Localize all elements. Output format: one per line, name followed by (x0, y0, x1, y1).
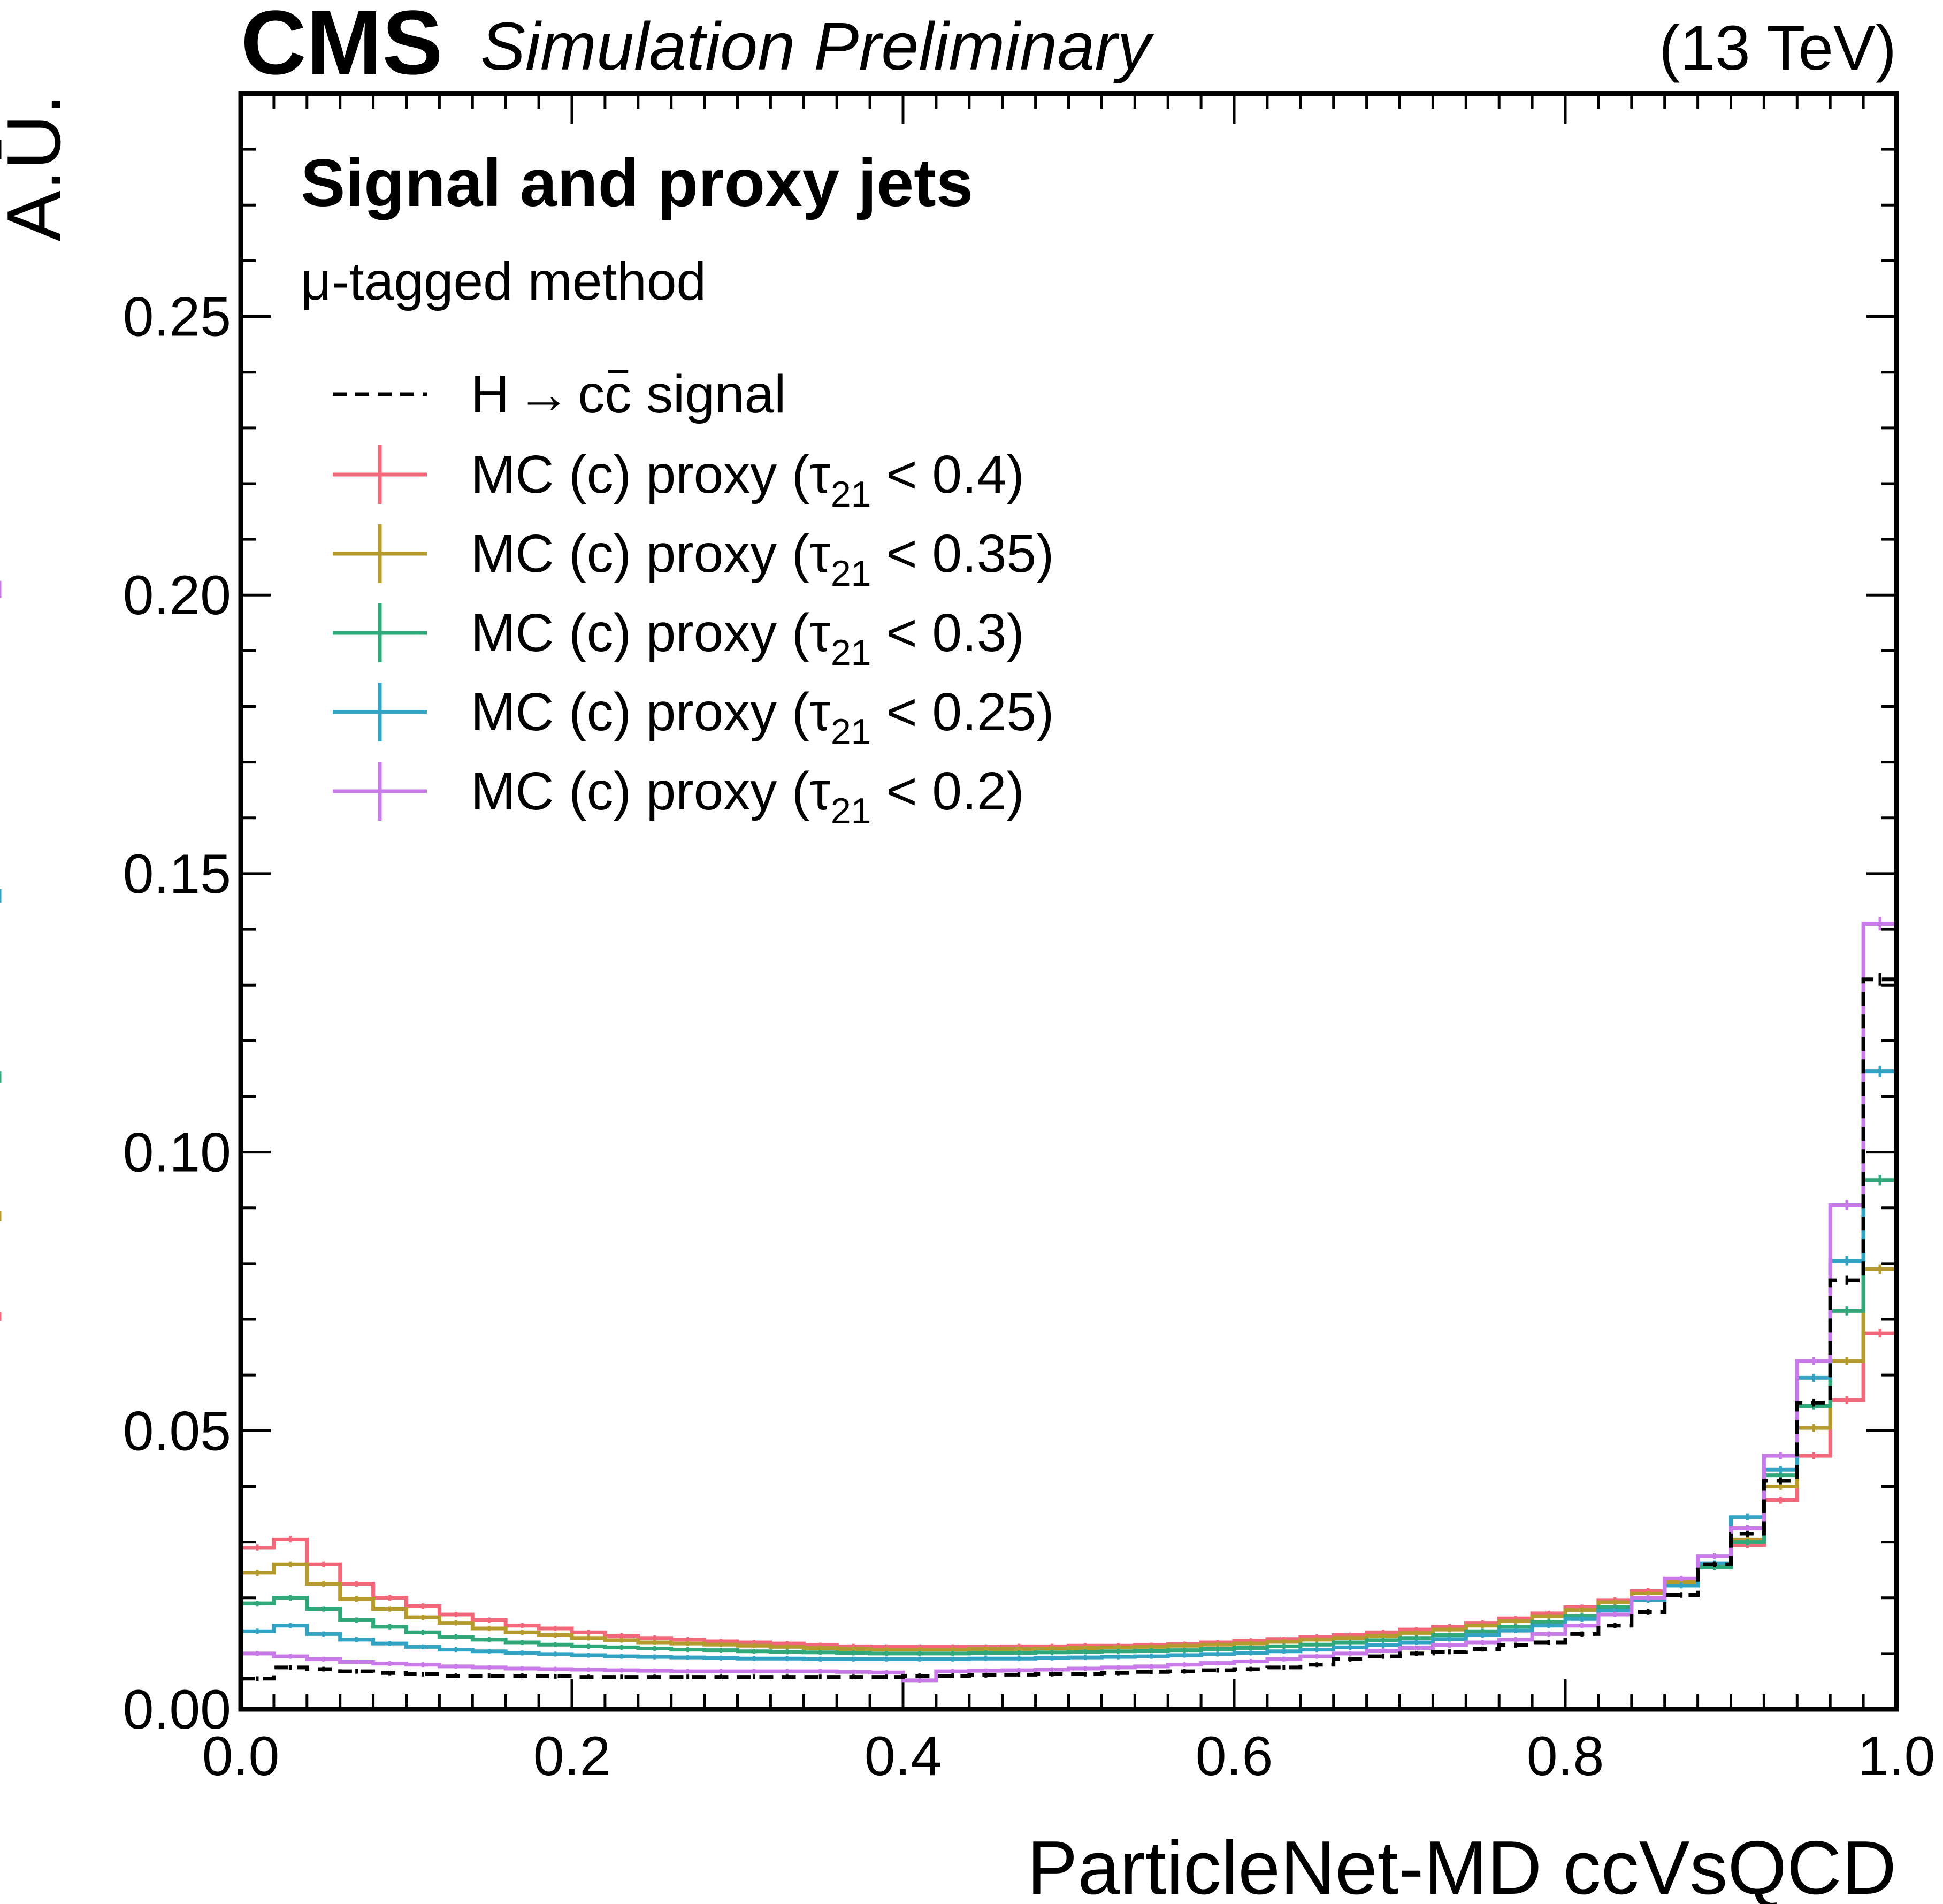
legend-item-tau_0_3: MC (c) proxy (τ21 < 0.3) (333, 603, 1024, 673)
legend-label-tau_0_25: MC (c) proxy (τ21 < 0.25) (471, 682, 1054, 752)
series-tau_0_35 (241, 1216, 1899, 1652)
legend-label-tau_0_35: MC (c) proxy (τ21 < 0.35) (471, 524, 1054, 594)
y-tick-label: 0.15 (123, 843, 231, 905)
y-tick-label: 0.25 (123, 286, 231, 348)
axis-ticks (239, 94, 1898, 1711)
series-group (0, 140, 1899, 1683)
legend-item-tau_0_4: MC (c) proxy (τ21 < 0.4) (333, 445, 1024, 515)
legend-label-tau_0_2: MC (c) proxy (τ21 < 0.2) (471, 761, 1024, 831)
y-axis-title: A.U. (0, 94, 77, 241)
annotation-subtitle: μ-tagged method (301, 251, 706, 311)
x-tick-label: 0.8 (1527, 1725, 1604, 1787)
x-tick-label: 1.0 (1858, 1725, 1936, 1787)
x-tick-label: 0.2 (533, 1725, 611, 1787)
status-label: Simulation Preliminary (480, 9, 1154, 84)
x-axis-title: ParticleNet-MD ccVsQCD (1027, 1825, 1896, 1904)
series-tau_0_3 (241, 1077, 1899, 1656)
x-tick-label: 0.4 (865, 1725, 942, 1787)
y-tick-label: 0.05 (123, 1400, 231, 1462)
cms-label: CMS (241, 0, 443, 94)
legend-label-tau_0_4: MC (c) proxy (τ21 < 0.4) (471, 445, 1024, 515)
legend-label-signal: H → cc signal (471, 364, 786, 424)
y-tick-label: 0.00 (123, 1679, 231, 1741)
legend-item-signal: H → cc signal (333, 364, 786, 424)
y-tick-label: 0.10 (123, 1122, 231, 1184)
legend: H → cc signal MC (c) proxy (τ21 < 0.4)MC (… (333, 364, 1054, 831)
legend-item-tau_0_35: MC (c) proxy (τ21 < 0.35) (333, 524, 1054, 594)
tick-labels: 0.0 0.2 0.4 0.6 0.8 1.0 0.00 0.05 0.10 0.15 0.20 0.… (123, 286, 1936, 1787)
annotation-title: Signal and proxy jets (301, 146, 973, 220)
legend-label-tau_0_3: MC (c) proxy (τ21 < 0.3) (471, 603, 1024, 673)
x-tick-label: 0.6 (1196, 1725, 1273, 1787)
legend-item-tau_0_2: MC (c) proxy (τ21 < 0.2) (333, 761, 1024, 831)
plot-frame (238, 91, 1899, 1712)
x-tick-label: 0.0 (202, 1725, 280, 1787)
energy-label: (13 TeV) (1659, 13, 1896, 83)
series-tau_0_25 (241, 896, 1899, 1661)
legend-proxy-items: MC (c) proxy (τ21 < 0.4) MC (c) proxy (τ2… (333, 445, 1054, 831)
legend-item-tau_0_25: MC (c) proxy (τ21 < 0.25) (333, 682, 1054, 752)
series-tau_0_2 (241, 589, 1899, 1683)
y-tick-label: 0.20 (123, 564, 231, 626)
